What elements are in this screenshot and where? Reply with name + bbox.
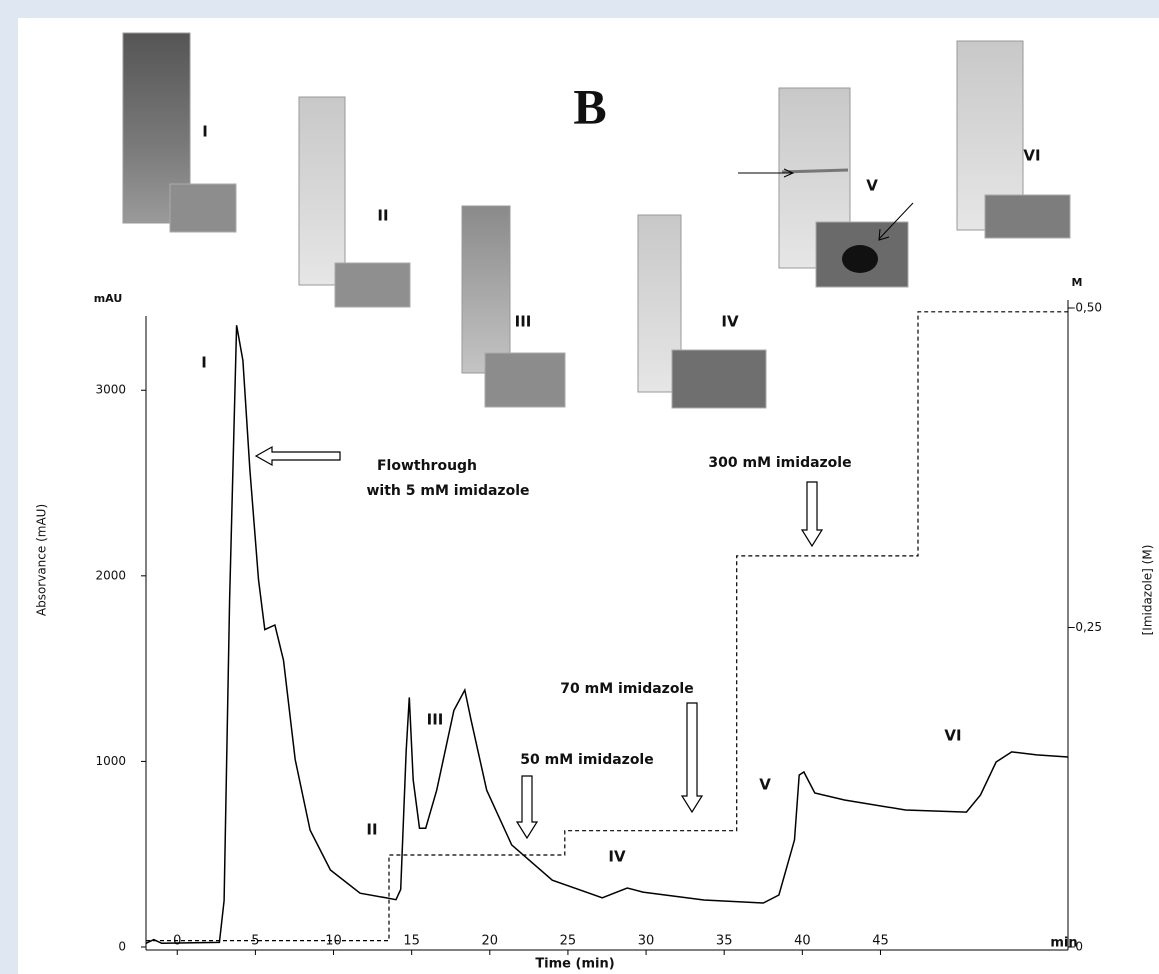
gel	[298, 96, 346, 286]
y-tick-label: 3000	[95, 383, 126, 397]
x-tick-label: 25	[560, 934, 577, 949]
annotation: with 5 mM imidazole	[367, 483, 530, 499]
gel	[461, 205, 511, 374]
annotation: 50 mM imidazole	[520, 752, 653, 768]
x-tick-label: 20	[482, 934, 499, 949]
gel-label: VI	[1023, 147, 1040, 165]
x-tick-label: 10	[325, 934, 342, 949]
gel-dot	[842, 245, 878, 273]
peak-label: VI	[944, 727, 961, 745]
peak-label: V	[759, 776, 771, 794]
gel-label: III	[515, 313, 532, 331]
panel-label: B	[573, 78, 606, 134]
x-tick-label: 35	[716, 934, 733, 949]
pointer-arrow-head	[783, 168, 795, 178]
y2-tick-label: -0,50	[1071, 301, 1102, 315]
y-axis-title: Absorvance (mAU)	[35, 504, 49, 616]
peak-label: III	[427, 711, 444, 729]
gel-label: I	[202, 123, 208, 141]
pointer-arrow-head	[878, 228, 890, 241]
arrow	[515, 775, 539, 840]
arrow	[254, 445, 341, 467]
arrow	[680, 702, 704, 814]
y2-tick-label: -0,25	[1071, 620, 1102, 634]
gel	[778, 87, 851, 269]
annotation: 300 mM imidazole	[708, 455, 851, 471]
annotation: 70 mM imidazole	[560, 681, 693, 697]
x-tick-label: 45	[872, 934, 889, 949]
gel-spot	[984, 194, 1071, 239]
gel-band	[781, 168, 849, 174]
y2-axis-title: [Imidazole] (M)	[1141, 545, 1155, 636]
x-tick-label: 30	[638, 934, 655, 949]
x-tick-label: 40	[794, 934, 811, 949]
gel-label: V	[866, 177, 878, 195]
gel-label: IV	[721, 313, 739, 331]
x-axis-title: Time (min)	[535, 957, 614, 972]
peak-label: IV	[608, 848, 626, 866]
y2-tick-label: -0	[1071, 940, 1083, 954]
hollow-arrows	[254, 445, 824, 840]
gel-spot	[484, 352, 566, 408]
pointer-arrow	[878, 202, 914, 240]
gel-spot	[334, 262, 411, 308]
peak-label: II	[366, 821, 377, 839]
y-tick-label: 1000	[95, 754, 126, 768]
peak-label: I	[201, 354, 207, 372]
gel-spot	[169, 183, 237, 233]
annotation: Flowthrough	[377, 458, 477, 474]
y2-unit: M	[1072, 276, 1083, 289]
y-unit: mAU	[94, 292, 123, 305]
x-tick-label: 15	[403, 934, 420, 949]
y-tick-label: 2000	[95, 568, 126, 582]
x-tick-label: 5	[251, 934, 259, 949]
gel-label: II	[377, 207, 388, 225]
y-tick-label: 0	[118, 940, 126, 954]
gel-images	[122, 32, 1071, 409]
gel-spot	[671, 349, 767, 409]
absorbance-line	[145, 325, 1069, 945]
arrow	[800, 481, 824, 548]
